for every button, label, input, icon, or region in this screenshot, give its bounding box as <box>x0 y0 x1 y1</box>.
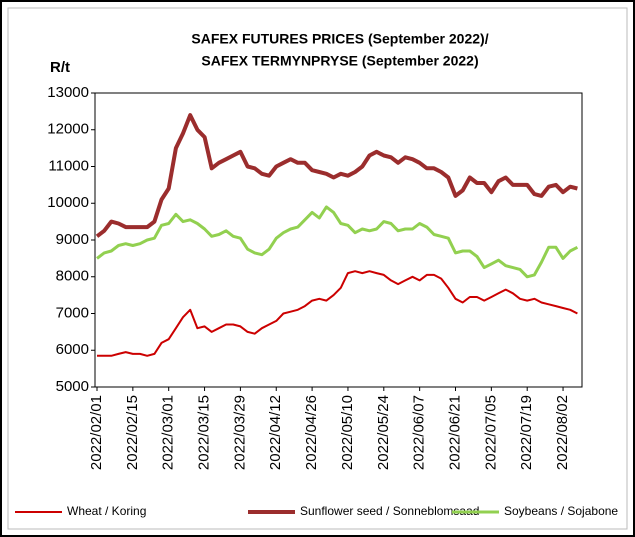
x-tick-label: 2022/04/12 <box>267 395 284 470</box>
x-tick-label: 2022/05/10 <box>339 395 356 470</box>
x-tick-label: 2022/07/05 <box>482 395 499 470</box>
series-line <box>95 113 578 238</box>
chart-title: SAFEX FUTURES PRICES (September 2022)/ <box>191 31 488 47</box>
y-tick-label: 5000 <box>56 378 89 395</box>
plot-area <box>94 92 583 388</box>
y-tick-label: 12000 <box>47 121 89 138</box>
y-tick-label: 13000 <box>47 84 89 101</box>
series-line <box>96 205 579 279</box>
y-tick-label: 6000 <box>56 341 89 358</box>
series-line <box>97 270 578 357</box>
x-tick-label: 2022/03/15 <box>196 395 213 470</box>
x-tick-label: 2022/03/29 <box>231 395 248 470</box>
x-tick-label: 2022/07/19 <box>518 395 535 470</box>
x-tick-label: 2022/06/07 <box>411 395 428 470</box>
y-axis-label: R/t <box>50 59 70 76</box>
y-tick-label: 8000 <box>56 268 89 285</box>
x-tick-label: 2022/03/01 <box>160 395 177 470</box>
y-tick-label: 11000 <box>48 157 89 174</box>
legend-label: Wheat / Koring <box>67 504 146 518</box>
legend-label: Sunflower seed / Sonneblomsaad <box>300 504 479 518</box>
x-tick-label: 2022/02/15 <box>124 395 141 470</box>
y-tick-label: 9000 <box>56 231 89 248</box>
chart-subtitle: SAFEX TERMYNPRYSE (September 2022) <box>201 53 478 69</box>
legend-label: Soybeans / Sojabone <box>504 504 618 518</box>
y-tick-label: 7000 <box>56 304 89 321</box>
x-tick-label: 2022/08/02 <box>554 395 571 470</box>
inner-frame <box>7 7 628 530</box>
x-tick-label: 2022/04/26 <box>303 395 320 470</box>
x-tick-label: 2022/06/21 <box>446 395 463 470</box>
y-tick-label: 10000 <box>47 194 89 211</box>
x-tick-label: 2022/02/01 <box>88 395 105 470</box>
x-tick-label: 2022/05/24 <box>375 395 392 470</box>
